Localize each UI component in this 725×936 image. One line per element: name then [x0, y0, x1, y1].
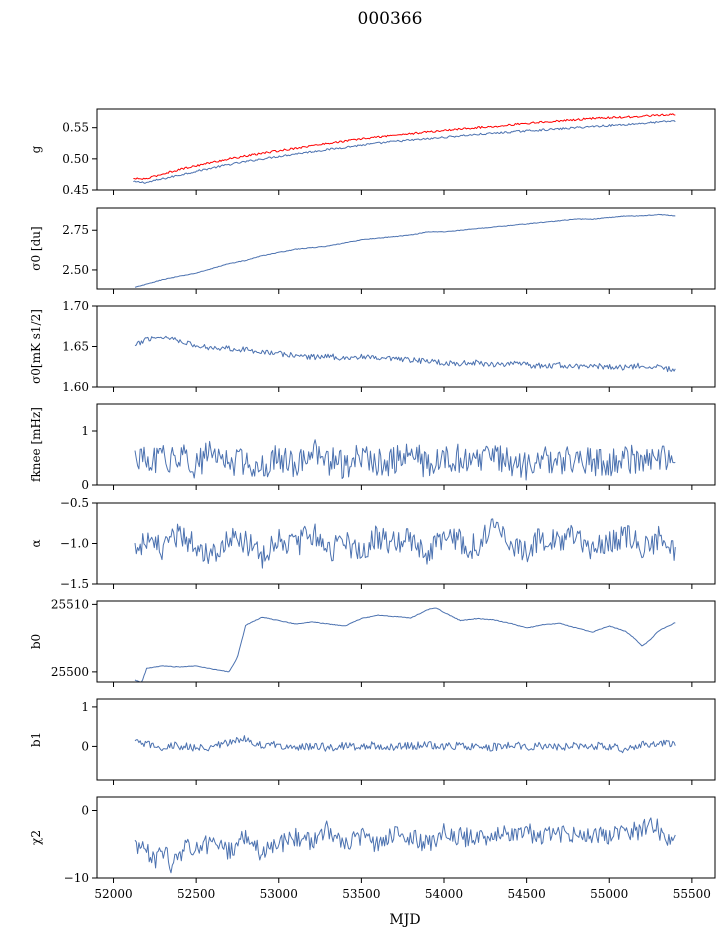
panel-6-y-label: b0	[29, 634, 43, 649]
panel-2-y-label: σ0 [du]	[29, 226, 43, 270]
x-tick-label: 53000	[260, 887, 298, 901]
panel-3-frame	[96, 305, 716, 388]
panels: 0.45 0.50 0.55 g 2.50 2.75 σ0 [du] 1.60 1.65 1.70…	[29, 108, 716, 885]
panel-5-y-tick-label: −0.5	[60, 496, 89, 510]
panel-2-y-tick-label: 2.75	[62, 223, 89, 237]
x-tick-label: 54500	[508, 887, 546, 901]
figure-title: 000366	[358, 9, 423, 29]
panel-1: 0.45 0.50 0.55 g	[29, 108, 716, 197]
panel-7-y-tick-label: 1	[81, 700, 89, 714]
panel-1-series-1	[133, 120, 676, 184]
panel-6-frame	[96, 600, 716, 683]
panel-1-y-tick-label: 0.45	[62, 183, 89, 197]
panel-3-y-tick-label: 1.60	[62, 380, 89, 394]
x-tick-label: 55000	[590, 887, 628, 901]
panel-8-y-tick-label: −10	[64, 871, 89, 885]
panel-4: 0 1 fknee [mHz]	[29, 403, 716, 492]
panel-4-series-1	[134, 439, 676, 481]
panel-2-series-1	[134, 213, 676, 288]
panel-8-series-1	[134, 817, 676, 874]
panel-5-y-label: α	[29, 539, 43, 547]
panel-2: 2.50 2.75 σ0 [du]	[29, 207, 716, 294]
panel-8: −10 0 χ2	[29, 796, 716, 885]
panel-7-series-1	[134, 735, 676, 754]
panel-1-series-2	[133, 113, 676, 180]
panel-1-y-tick-label: 0.55	[62, 121, 89, 135]
x-tick-label: 53500	[342, 887, 380, 901]
panel-4-frame	[96, 403, 716, 486]
panel-3-series-1	[134, 335, 676, 373]
panel-4-y-label: fknee [mHz]	[29, 407, 43, 482]
x-tick-label: 52500	[177, 887, 215, 901]
panel-6-series-1	[134, 607, 676, 683]
panel-5-y-tick-label: −1.0	[60, 537, 89, 551]
panel-4-y-tick-label: 0	[81, 478, 89, 492]
panel-2-frame	[96, 207, 716, 290]
panel-3-y-tick-label: 1.65	[62, 340, 89, 354]
panel-7: 0 1 b1	[29, 698, 716, 785]
panel-8-frame	[96, 796, 716, 879]
x-tick-label: 52000	[94, 887, 132, 901]
panel-5-y-tick-label: −1.5	[60, 577, 89, 591]
panel-8-y-tick-label: 0	[81, 804, 89, 818]
panel-5: −1.5 −1.0 −0.5 α	[29, 496, 716, 591]
panel-3-y-tick-label: 1.70	[62, 299, 89, 313]
panel-1-y-tick-label: 0.50	[62, 152, 89, 166]
panel-3-y-label: σ0[mK s1/2]	[29, 309, 43, 384]
panel-7-y-label: b1	[29, 732, 43, 747]
x-tick-label: 55500	[673, 887, 711, 901]
panel-4-y-tick-label: 1	[81, 424, 89, 438]
panel-7-frame	[96, 698, 716, 781]
panel-6: 25500 25510 b0	[29, 597, 716, 687]
x-tick-label: 54000	[425, 887, 463, 901]
x-axis-label: MJD	[389, 912, 420, 928]
panel-7-y-tick-label: 0	[81, 739, 89, 753]
panel-3: 1.60 1.65 1.70 σ0[mK s1/2]	[29, 299, 716, 394]
panel-6-y-tick-label: 25510	[51, 597, 89, 611]
panel-1-frame	[96, 108, 716, 191]
panel-5-series-1	[134, 518, 676, 569]
panel-6-y-tick-label: 25500	[51, 665, 89, 679]
panel-8-y-label: χ2	[29, 830, 43, 845]
x-axis: 52000 52500 53000 53500 54000 54500 55000 55500	[94, 887, 711, 901]
panel-1-y-label: g	[29, 145, 43, 153]
panel-5-frame	[96, 502, 716, 585]
panel-2-y-tick-label: 2.50	[62, 263, 89, 277]
